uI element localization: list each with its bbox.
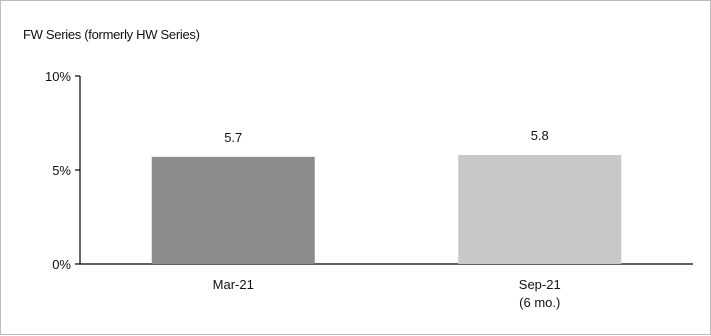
bar [458, 154, 622, 264]
bar [151, 156, 315, 264]
chart-title: FW Series (formerly HW Series) [23, 27, 200, 42]
x-tick-label: (6 mo.) [519, 295, 560, 310]
y-tick-label: 5% [52, 163, 71, 178]
data-label: 5.8 [531, 128, 549, 143]
x-tick-label: Sep-21 [519, 277, 561, 292]
x-tick-label: Mar-21 [213, 277, 254, 292]
chart-bars: 5.7 Mar-21 5.8 Sep-21 (6 mo.) [151, 128, 622, 310]
y-tick-label: 10% [45, 69, 71, 84]
y-tick-label: 0% [52, 257, 71, 272]
data-label: 5.7 [224, 130, 242, 145]
